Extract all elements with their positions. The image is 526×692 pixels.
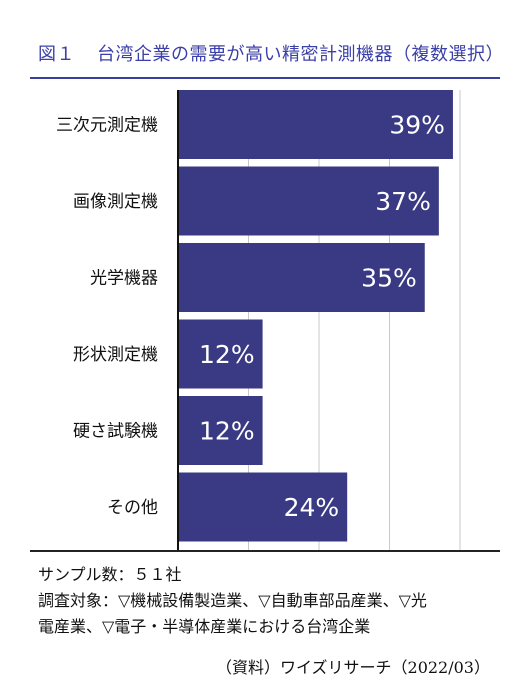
bar-value-label-3: 12% [199, 340, 255, 369]
figure-label: 図１ [38, 44, 75, 65]
sample-size-note: サンプル数：５１社 [38, 565, 182, 584]
source-note: （資料）ワイズリサーチ（2022/03） [216, 658, 490, 677]
category-label-1: 画像測定機 [73, 192, 158, 212]
survey-target-note-line2: 電産業、▽電子・半導体産業における台湾企業 [38, 617, 371, 636]
bar-value-label-4: 12% [199, 417, 255, 446]
bar-4 [178, 396, 263, 465]
bar-1 [178, 166, 439, 236]
category-label-4: 硬さ試験機 [73, 422, 158, 442]
notes: サンプル数：５１社 調査対象：▽機械設備製造業、▽自動車部品産業、▽光 電産業、… [38, 562, 508, 640]
bar-value-label-2: 35% [361, 264, 417, 293]
chart-title: 図１ 台湾企業の需要が高い精密計測機器（複数選択） [38, 40, 504, 66]
bar-value-label-0: 39% [389, 111, 445, 140]
bar-3 [178, 319, 263, 389]
bar-value-label-5: 24% [284, 493, 340, 522]
bar-value-label-1: 37% [375, 187, 431, 216]
bar-chart: 39% 三次元測定機 37% 画像測定機 35% 光学機器 12% 形状測定機 12% 硬さ試験機… [56, 90, 461, 550]
chart-bottom-rule [30, 550, 500, 552]
bar-0 [178, 90, 453, 159]
bar-2 [178, 243, 425, 312]
chart-title-text: 台湾企業の需要が高い精密計測機器（複数選択） [97, 44, 504, 65]
category-label-2: 光学機器 [90, 269, 158, 289]
survey-target-note-line1: 調査対象：▽機械設備製造業、▽自動車部品産業、▽光 [38, 591, 427, 610]
category-label-3: 形状測定機 [73, 345, 158, 365]
bar-5 [178, 472, 348, 542]
title-underline [30, 77, 500, 79]
category-label-0: 三次元測定機 [56, 116, 158, 136]
category-label-5: その他 [107, 498, 158, 518]
